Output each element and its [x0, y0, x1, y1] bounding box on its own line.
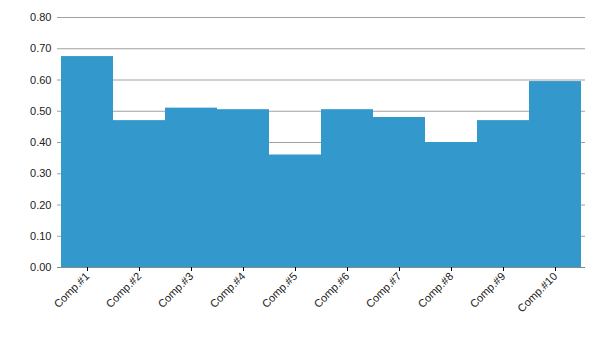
svg-text:0.50: 0.50	[30, 105, 51, 117]
svg-text:Comp.#10: Comp.#10	[515, 270, 559, 314]
svg-text:0.40: 0.40	[30, 136, 51, 148]
svg-text:0.60: 0.60	[30, 74, 51, 86]
svg-text:0.10: 0.10	[30, 230, 51, 242]
svg-text:0.80: 0.80	[30, 11, 51, 23]
svg-text:Comp.#7: Comp.#7	[363, 270, 403, 310]
svg-text:Comp.#2: Comp.#2	[103, 270, 143, 310]
svg-text:0.30: 0.30	[30, 167, 51, 179]
svg-text:Comp.#6: Comp.#6	[311, 270, 351, 310]
svg-text:Comp.#1: Comp.#1	[51, 270, 91, 310]
svg-text:0.20: 0.20	[30, 199, 51, 211]
svg-text:Comp.#5: Comp.#5	[259, 270, 299, 310]
svg-text:0.70: 0.70	[30, 42, 51, 54]
svg-text:Comp.#8: Comp.#8	[415, 270, 455, 310]
svg-text:Comp.#9: Comp.#9	[467, 270, 507, 310]
svg-text:Comp.#4: Comp.#4	[207, 270, 247, 310]
svg-text:0.00: 0.00	[30, 261, 51, 273]
svg-text:Comp.#3: Comp.#3	[155, 270, 195, 310]
